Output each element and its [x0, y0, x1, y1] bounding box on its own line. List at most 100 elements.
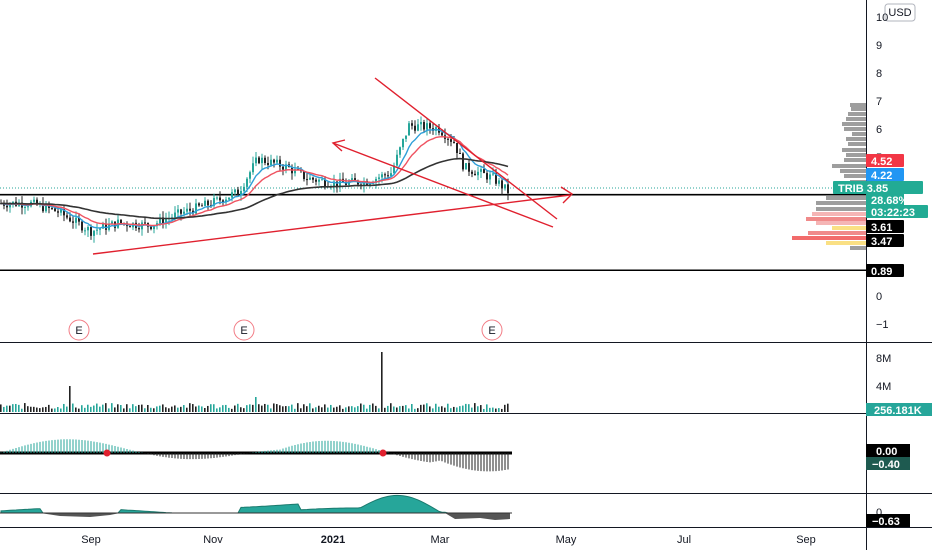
candle-body	[243, 186, 245, 192]
volume-bar	[60, 408, 62, 412]
candle-body	[228, 197, 230, 200]
candle-body	[81, 221, 83, 231]
volume-bar	[303, 404, 305, 412]
candle-body	[285, 164, 287, 170]
x-tick-label: Sep	[81, 534, 101, 546]
volume-bar	[18, 404, 20, 412]
volume-bar	[402, 405, 404, 412]
volume-bar	[375, 405, 377, 412]
candle-body	[399, 147, 401, 155]
volume-bar	[297, 403, 299, 412]
channel-arrow-head	[331, 139, 346, 152]
volume-bar	[363, 404, 365, 412]
volume-bar	[294, 408, 296, 412]
price-tag-label: TRIB 3.85	[838, 183, 888, 195]
candle-body	[375, 178, 377, 183]
candle-body	[27, 206, 29, 208]
volume-bar	[138, 404, 140, 412]
volume-bar	[387, 405, 389, 412]
volume-bar	[150, 407, 152, 412]
time-axis[interactable]: Sep Nov 2021 Mar May Jul Sep	[81, 534, 816, 546]
volume-bar	[81, 405, 83, 412]
volume-profile-bar	[842, 122, 866, 126]
candle-body	[315, 179, 317, 182]
candle-body	[267, 162, 269, 165]
x-tick-label: Jul	[677, 534, 691, 546]
volume-profile-bar	[844, 127, 866, 131]
volume-bar	[39, 408, 41, 412]
candle-body	[66, 215, 68, 218]
candle-body	[24, 206, 26, 208]
macd-cross-dot	[103, 449, 111, 457]
volume-bar	[462, 405, 464, 412]
candle-body	[489, 174, 491, 180]
oscillator-negative-area	[445, 513, 510, 520]
volume-bar	[504, 404, 506, 412]
volume-bar	[57, 407, 59, 412]
price-tag-label: 4.52	[871, 156, 892, 168]
volume-profile-bar	[816, 201, 866, 205]
price-tag-bg	[833, 181, 923, 194]
volume-profile-bar	[832, 164, 866, 168]
volume-profile-bar	[816, 221, 866, 225]
volume-bar	[342, 408, 344, 412]
volume-profile-bar	[850, 246, 866, 250]
volume-bar	[348, 406, 350, 412]
volume-bar	[27, 406, 29, 412]
volume-bar	[234, 405, 236, 412]
oscillator-tick: 0	[876, 507, 882, 519]
earnings-marker-label: E	[75, 325, 82, 337]
candle-body	[240, 191, 242, 195]
candle-body	[492, 173, 494, 175]
volume-bar	[378, 408, 380, 412]
candle-body	[231, 192, 233, 198]
price-tag: 0.89	[866, 264, 904, 278]
volume-profile-bar	[846, 153, 866, 157]
volume-bar	[186, 407, 188, 412]
candle-body	[237, 189, 239, 195]
candle-body	[225, 199, 227, 203]
macd-tag-label: −0.40	[872, 459, 900, 471]
volume-bar	[423, 404, 425, 412]
volume-bar	[435, 403, 437, 412]
candle-body	[201, 205, 203, 207]
support-arrow-head	[560, 186, 574, 204]
price-tag-label: 28.68%	[871, 195, 909, 207]
volume-bar	[447, 403, 449, 412]
volume-bar	[267, 404, 269, 412]
candle-body	[420, 122, 422, 125]
price-tag-label: 4.22	[871, 170, 892, 182]
volume-bar	[264, 403, 266, 412]
candle-body	[447, 138, 449, 140]
candle-body	[270, 159, 272, 165]
volume-bar	[162, 404, 164, 412]
volume-bar	[216, 408, 218, 412]
candle-body	[69, 217, 71, 222]
volume-profile-bar	[844, 174, 866, 178]
candle-body	[483, 169, 485, 174]
candle-body	[105, 223, 107, 230]
candle-body	[6, 205, 8, 208]
candle-body	[324, 179, 326, 187]
candle-body	[63, 209, 65, 216]
volume-bar	[207, 405, 209, 412]
volume-bar	[477, 406, 479, 412]
volume-profile-bar	[826, 241, 866, 245]
candle-body	[111, 221, 113, 225]
volume-bar	[243, 408, 245, 412]
candle-body	[129, 226, 131, 228]
volume-bar	[426, 403, 428, 412]
volume-bar	[270, 408, 272, 412]
candle-body	[174, 212, 176, 218]
volume-bar	[321, 407, 323, 412]
volume-bar	[183, 405, 185, 412]
volume-bar	[42, 407, 44, 412]
volume-bar	[240, 407, 242, 412]
candle-body	[369, 183, 371, 186]
volume-bar	[213, 404, 215, 412]
oscillator-area	[0, 494, 510, 514]
currency-badge[interactable]: USD	[884, 3, 916, 22]
volume-bar	[393, 406, 395, 412]
